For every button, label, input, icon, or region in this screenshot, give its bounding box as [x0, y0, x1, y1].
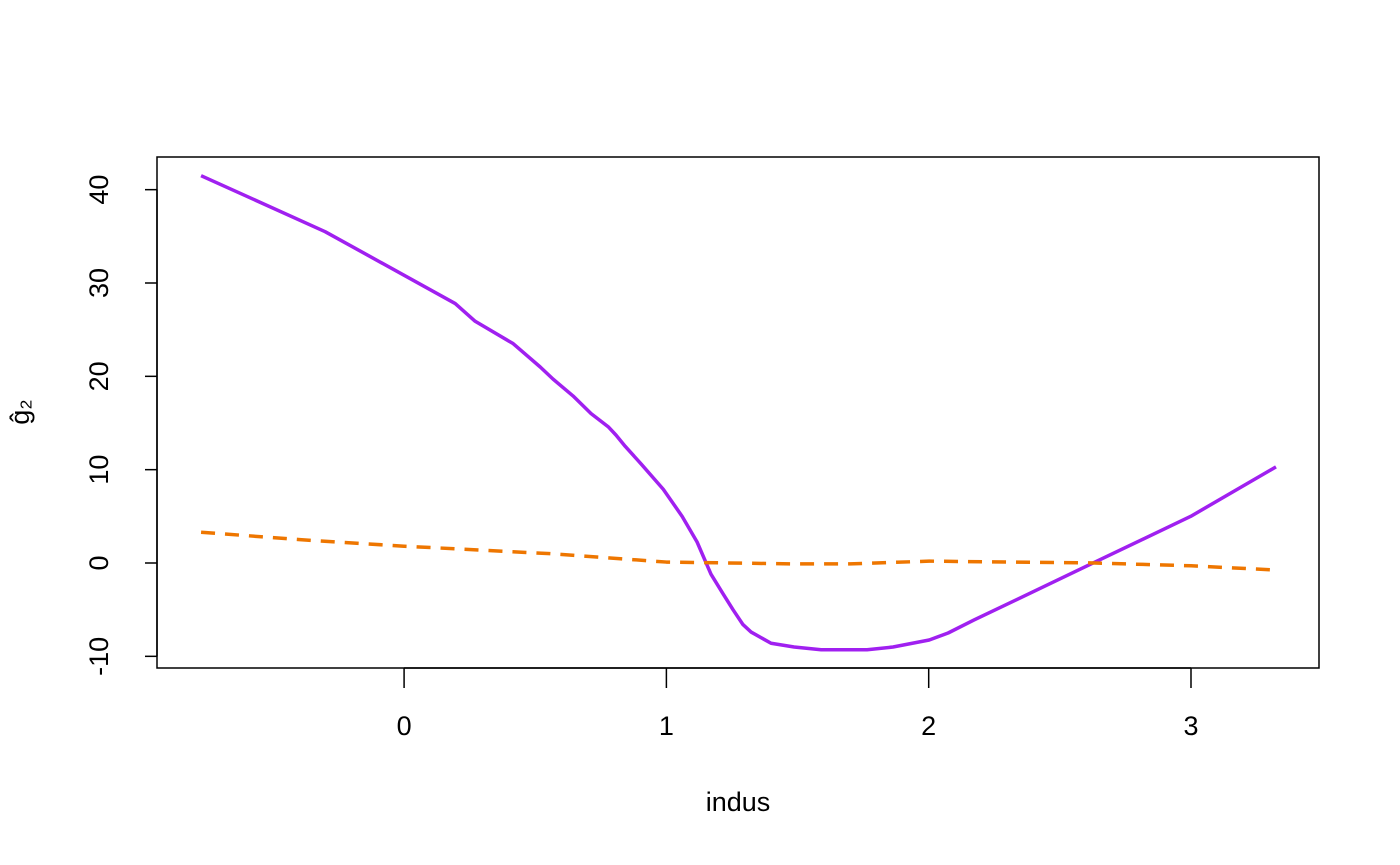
y-tick-label: 10 — [84, 455, 114, 485]
x-tick-label: 2 — [921, 711, 936, 741]
series-line — [200, 174, 1277, 652]
y-tick-label: 0 — [84, 555, 114, 570]
x-tick-label: 3 — [1183, 711, 1198, 741]
x-tick-label: 1 — [659, 711, 674, 741]
x-axis-label: indus — [706, 787, 771, 817]
y-tick-label: 20 — [84, 361, 114, 391]
y-tick-label: 30 — [84, 268, 114, 298]
series-line — [200, 530, 1277, 572]
y-tick-label: -10 — [84, 637, 114, 676]
x-tick-label: 0 — [397, 711, 412, 741]
y-tick-label: 40 — [84, 175, 114, 205]
y-axis-label: ĝ₂ — [5, 399, 35, 425]
